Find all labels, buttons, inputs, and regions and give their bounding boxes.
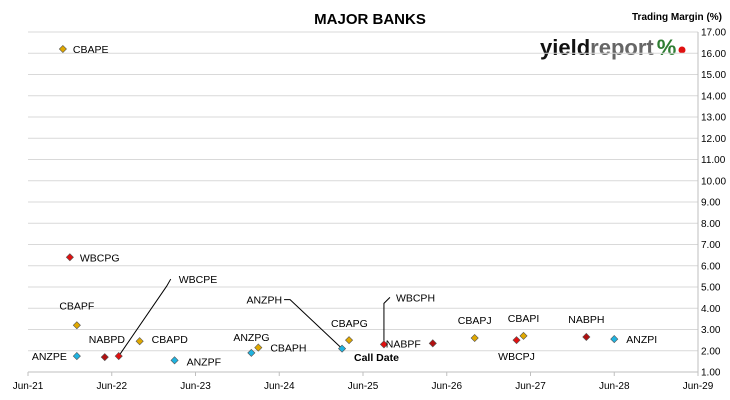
point-wbcpj (512, 336, 521, 345)
point-cbapg (345, 336, 354, 345)
point-wbcpg (65, 253, 74, 262)
point-label-cbaph: CBAPH (270, 343, 306, 355)
logo-part-yield: yield (540, 35, 590, 60)
y-tick-label: 16.00 (701, 49, 726, 60)
x-tick-label: Jun-29 (683, 381, 714, 392)
point-label-nabph: NABPH (568, 314, 604, 326)
point-label-wbcph: WBCPH (396, 292, 435, 304)
y-tick-label: 17.00 (701, 28, 726, 39)
y-tick-label: 5.00 (701, 283, 721, 294)
grid-layer (28, 31, 698, 373)
y-tick-label: 6.00 (701, 261, 721, 272)
x-tick-label: Jun-24 (264, 381, 295, 392)
callout-line-anzph (284, 299, 343, 349)
yieldreport-logo: yieldreport% (540, 35, 686, 60)
callout-line-wbcpe (118, 278, 172, 357)
point-label-wbcpj: WBCPJ (498, 351, 535, 363)
point-cbapi (519, 331, 528, 340)
point-label-cbapg: CBAPG (331, 318, 368, 330)
callout-layer (118, 278, 391, 357)
y-tick-label: 8.00 (701, 219, 721, 230)
point-label-nabpd: NABPD (89, 334, 126, 346)
point-cbaph (254, 343, 263, 352)
point-cbapj (470, 333, 479, 343)
y-tick-label: 11.00 (701, 155, 726, 166)
point-label-anzpi: ANZPI (626, 334, 657, 346)
label-layer: CBAPE WBCPG CBAPF ANZPE NABPD WBCPE CBAPD ANZPF… (32, 44, 657, 368)
y-tick-label: 4.00 (701, 304, 721, 315)
point-anzpe (72, 352, 81, 361)
axis-layer: 1.00 2.00 3.00 4.00 5.00 6.00 7.00 8.00 9.00 10.0… (13, 28, 727, 393)
point-anzpg (247, 348, 256, 357)
point-wbcpe (114, 352, 123, 361)
x-tick-label: Jun-25 (348, 381, 379, 392)
point-cbapd (135, 337, 144, 346)
point-anzpf (170, 356, 179, 365)
point-nabpd (100, 353, 109, 362)
point-label-anzpf: ANZPF (187, 356, 221, 368)
x-tick-label: Jun-23 (180, 381, 211, 392)
logo-dot (678, 46, 686, 54)
point-label-wbcpg: WBCPG (80, 252, 120, 264)
x-tick-label: Jun-26 (431, 381, 462, 392)
y-tick-label: 3.00 (701, 325, 721, 336)
y-tick-label: 7.00 (701, 240, 721, 251)
point-cbapf (72, 321, 81, 330)
y-tick-label: 2.00 (701, 346, 721, 357)
y-tick-label: 15.00 (701, 70, 726, 81)
point-label-cbapj: CBAPJ (458, 315, 492, 327)
y-tick-label: 13.00 (701, 113, 726, 124)
x-tick-label: Jun-21 (13, 381, 44, 392)
point-label-nabpf: NABPF (386, 338, 421, 350)
chart-title: MAJOR BANKS (314, 11, 426, 28)
point-label-wbcpe: WBCPE (179, 274, 218, 286)
callout-line-wbcph (383, 297, 391, 345)
y-tick-label: 1.00 (701, 368, 721, 379)
call-date-annotation: Call Date (354, 352, 399, 364)
logo-text: yieldreport% (540, 35, 676, 60)
y-tick-label: 9.00 (701, 198, 721, 209)
x-tick-label: Jun-27 (515, 381, 546, 392)
point-label-cbapi: CBAPI (508, 313, 540, 325)
point-label-cbape: CBAPE (73, 44, 109, 56)
point-layer (58, 44, 619, 365)
point-anzpi (610, 335, 619, 344)
point-label-cbapd: CBAPD (152, 334, 189, 346)
x-tick-label: Jun-28 (599, 381, 630, 392)
point-label-anzph: ANZPH (246, 295, 282, 307)
point-nabpf (428, 339, 437, 348)
point-anzph (338, 344, 347, 353)
point-cbape (58, 44, 67, 54)
y-axis-label: Trading Margin (%) (632, 12, 722, 23)
point-label-anzpg: ANZPG (233, 332, 269, 344)
y-tick-label: 10.00 (701, 176, 726, 187)
point-nabph (582, 332, 591, 341)
point-wbcph (379, 340, 388, 349)
y-tick-label: 14.00 (701, 91, 726, 102)
y-tick-label: 12.00 (701, 134, 726, 145)
point-label-cbapf: CBAPF (59, 300, 94, 312)
point-label-anzpe: ANZPE (32, 351, 67, 363)
logo-part-report: report (590, 35, 654, 60)
logo-percent: % (657, 35, 677, 60)
x-tick-label: Jun-22 (96, 381, 127, 392)
